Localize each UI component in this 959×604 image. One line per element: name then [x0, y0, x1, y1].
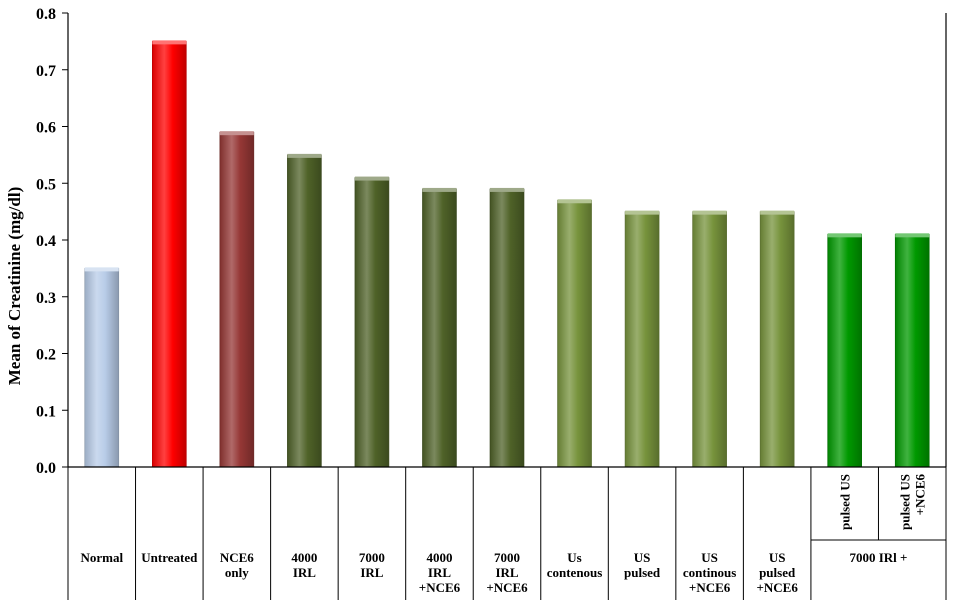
y-tick-label: 0.4	[36, 233, 56, 250]
bar	[894, 234, 930, 468]
bar-cap	[354, 176, 389, 181]
category-label: US continous +NCE6	[683, 550, 736, 595]
category-table: Normal Untreated NCE6 only 4000 IRL 7000 IRL 400…	[67, 467, 947, 600]
bar-cap	[895, 233, 930, 238]
bar-cap	[760, 210, 795, 215]
bar	[287, 154, 322, 468]
category-label: NCE6 only	[220, 550, 254, 580]
group-label: 7000 IRl +	[849, 550, 907, 565]
category-label: US pulsed	[624, 550, 661, 580]
bar	[692, 211, 727, 468]
bar-cap	[692, 210, 727, 215]
bar-cap	[490, 187, 524, 192]
category-label: Untreated	[141, 550, 198, 565]
y-axis-ticks: 0.0 0.1 0.2 0.3 0.4 0.5 0.6 0.7 0.8	[36, 6, 68, 477]
bar-cap	[827, 233, 862, 238]
y-tick-label: 0.2	[36, 347, 56, 364]
category-label: pulsed US+NCE6	[898, 474, 928, 530]
category-label: pulsed US	[838, 474, 853, 530]
category-label: US pulsed +NCE6	[756, 550, 798, 595]
y-tick-label: 0.5	[36, 176, 56, 193]
bar-cap	[557, 199, 592, 204]
bar-cap	[152, 40, 187, 45]
bar	[219, 131, 255, 468]
bar	[624, 211, 660, 468]
bar	[759, 211, 795, 468]
y-tick-label: 0.7	[36, 63, 56, 80]
bar	[557, 199, 592, 468]
bar	[422, 188, 457, 468]
y-tick-label: 0.0	[36, 460, 56, 477]
y-axis-title: Mean of Creatinine (mg/dl)	[5, 187, 24, 385]
bar	[489, 188, 525, 468]
category-label: Us contenous	[547, 550, 603, 580]
bar-cap	[287, 153, 322, 158]
axes	[67, 13, 947, 468]
y-tick-label: 0.8	[36, 6, 56, 23]
bar-cap	[422, 187, 457, 192]
y-tick-label: 0.3	[36, 290, 56, 307]
category-label: 7000 IRL +NCE6	[486, 550, 528, 595]
y-tick-label: 0.1	[36, 403, 56, 420]
bar-cap	[219, 131, 254, 136]
bar	[152, 41, 187, 468]
bars	[84, 40, 930, 468]
bar-cap	[625, 210, 660, 215]
category-label: Normal	[80, 550, 123, 565]
bar-cap	[84, 267, 119, 272]
category-label: 4000 IRL	[291, 550, 317, 580]
bar	[84, 268, 120, 468]
bar	[827, 234, 862, 468]
category-label: 7000 IRL	[359, 550, 385, 580]
bar	[354, 177, 390, 468]
category-label: 4000 IRL +NCE6	[419, 550, 461, 595]
y-tick-label: 0.6	[36, 120, 56, 137]
